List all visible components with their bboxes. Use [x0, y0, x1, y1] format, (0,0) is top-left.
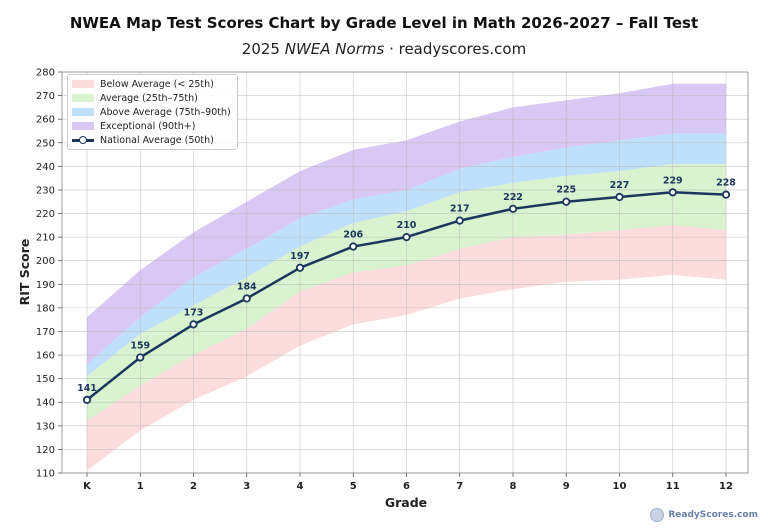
- band-2: [87, 133, 726, 377]
- subtitle-emphasis: NWEA Norms: [284, 40, 385, 58]
- x-tick-label-0: K: [83, 481, 92, 492]
- data-point-1: [136, 353, 145, 362]
- legend-label-average: Average (25th–75th): [100, 92, 198, 104]
- data-point-12: [721, 190, 731, 199]
- legend-line-swatch: [72, 135, 94, 145]
- subtitle-prefix: 2025: [241, 40, 285, 58]
- x-tick-label-7: 7: [456, 481, 463, 492]
- x-tick-label-1: 1: [137, 481, 144, 492]
- x-tick-label-8: 8: [510, 481, 517, 492]
- legend-item-average: Average (25th–75th): [72, 91, 231, 105]
- legend-swatch-average: [72, 94, 94, 102]
- data-label-7: 217: [450, 204, 470, 215]
- data-point-10: [615, 192, 624, 202]
- data-point-8: [508, 204, 518, 213]
- y-tick-label-10: 210: [36, 233, 55, 244]
- x-axis-label: Grade: [385, 495, 427, 510]
- data-label-2: 173: [184, 307, 204, 318]
- y-tick-label-6: 170: [36, 327, 55, 338]
- legend-label-below: Below Average (< 25th): [100, 78, 214, 90]
- legend-swatch-below: [72, 80, 94, 88]
- subtitle-suffix: · readyscores.com: [384, 40, 527, 58]
- x-tick-label-11: 11: [666, 481, 680, 492]
- band-3: [87, 83, 726, 365]
- data-label-0: 141: [77, 383, 97, 394]
- y-tick-label-3: 140: [36, 398, 55, 409]
- x-tick-label-6: 6: [403, 481, 410, 492]
- y-tick-label-4: 150: [36, 374, 55, 385]
- data-label-5: 206: [343, 230, 363, 241]
- data-label-12: 228: [716, 178, 736, 189]
- y-tick-label-0: 110: [36, 469, 55, 480]
- x-tick-label-4: 4: [297, 481, 304, 492]
- data-point-7: [455, 216, 464, 225]
- y-tick-label-17: 280: [36, 68, 55, 79]
- data-point-3: [242, 294, 251, 303]
- x-tick-label-5: 5: [350, 481, 357, 492]
- x-tick-label-9: 9: [563, 481, 570, 492]
- y-tick-label-13: 240: [36, 162, 55, 173]
- legend-item-exceptional: Exceptional (90th+): [72, 119, 231, 133]
- legend-label-above: Above Average (75th–90th): [100, 106, 231, 118]
- y-tick-label-9: 200: [36, 256, 55, 267]
- data-point-11: [668, 188, 677, 197]
- data-point-2: [189, 320, 198, 329]
- watermark: ReadyScores.com: [650, 508, 758, 522]
- legend-label-exceptional: Exceptional (90th+): [100, 120, 196, 132]
- x-tick-label-10: 10: [613, 481, 627, 492]
- plot-frame: [61, 71, 749, 474]
- data-point-5: [349, 242, 358, 251]
- legend-item-national-average: National Average (50th): [72, 133, 231, 147]
- data-point-0: [82, 395, 92, 404]
- y-tick-label-1: 120: [36, 445, 55, 456]
- y-tick-label-8: 190: [36, 280, 55, 291]
- y-tick-label-5: 160: [36, 351, 55, 362]
- data-label-4: 197: [290, 251, 310, 262]
- y-tick-label-14: 250: [36, 138, 55, 149]
- legend-swatch-above: [72, 108, 94, 116]
- watermark-text: ReadyScores.com: [668, 510, 758, 520]
- legend-item-above: Above Average (75th–90th): [72, 105, 231, 119]
- y-tick-label-7: 180: [36, 303, 55, 314]
- data-point-6: [402, 233, 411, 242]
- data-label-8: 222: [503, 192, 523, 203]
- y-tick-label-16: 270: [36, 91, 55, 102]
- series-layer: [82, 188, 731, 404]
- data-label-6: 210: [397, 220, 417, 231]
- data-label-9: 225: [556, 185, 576, 196]
- grid-layer: [62, 71, 748, 474]
- y-tick-label-2: 130: [36, 421, 55, 432]
- y-tick-label-15: 260: [36, 115, 55, 126]
- legend: Below Average (< 25th) Average (25th–75t…: [67, 74, 238, 150]
- x-tick-label-3: 3: [243, 481, 250, 492]
- legend-item-below: Below Average (< 25th): [72, 77, 231, 91]
- y-tick-label-12: 230: [36, 185, 55, 196]
- watermark-logo-icon: [650, 508, 665, 522]
- data-point-4: [295, 263, 305, 272]
- data-label-1: 159: [130, 340, 150, 351]
- x-tick-label-2: 2: [190, 481, 197, 492]
- x-tick-label-12: 12: [719, 481, 733, 492]
- data-label-3: 184: [237, 281, 257, 292]
- chart-title: NWEA Map Test Scores Chart by Grade Leve…: [69, 14, 699, 32]
- chart-subtitle: 2025 NWEA Norms · readyscores.com: [0, 40, 768, 58]
- data-label-10: 227: [610, 180, 630, 191]
- tick-layer: 1101201301401501601701801902002102202302…: [36, 68, 733, 493]
- data-point-9: [562, 197, 571, 206]
- y-axis-label: RIT Score: [17, 239, 32, 306]
- data-label-layer: 141 159 173 184 197 206 210 217 222 225 227 229 228: [77, 175, 736, 394]
- legend-swatch-exceptional: [72, 122, 94, 130]
- y-tick-label-11: 220: [36, 209, 55, 220]
- data-label-11: 229: [663, 175, 683, 186]
- legend-label-national-average: National Average (50th): [100, 134, 214, 146]
